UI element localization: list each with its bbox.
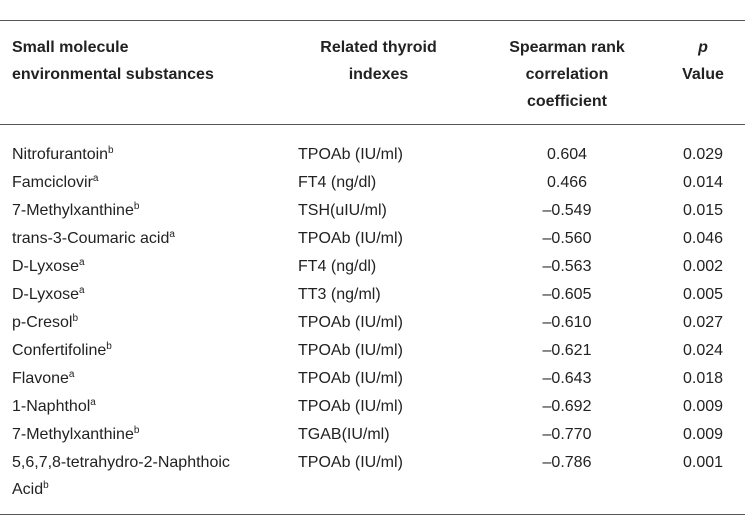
p-value-cell: 0.014: [682, 174, 724, 191]
index-cell: TPOAb (IU/ml): [298, 370, 403, 387]
footnote-mark: a: [169, 229, 175, 240]
index-cell: TT3 (ng/ml): [298, 286, 381, 303]
p-symbol: p: [698, 39, 708, 56]
substance-cell: 1-Naphthola: [12, 393, 232, 420]
header-cell: Spearman rank correlation coefficient: [509, 39, 625, 110]
footnote-mark: b: [108, 145, 114, 156]
p-value-cell: 0.009: [682, 426, 724, 443]
substance-name: 7-Methylxanthine: [12, 202, 134, 219]
substance-cell: 7-Methylxanthineb: [12, 421, 232, 448]
index-cell: TPOAb (IU/ml): [298, 230, 403, 247]
index-cell: TPOAb (IU/ml): [298, 146, 403, 163]
index-cell: FT4 (ng/dl): [298, 174, 377, 191]
coefficient-cell: –0.610: [542, 314, 592, 331]
substance-name: p-Cresol: [12, 314, 73, 331]
substance-cell: Flavonea: [12, 365, 232, 392]
index-cell: TPOAb (IU/ml): [298, 342, 403, 359]
p-value-cell: 0.002: [682, 258, 724, 275]
p-value-cell: 0.005: [682, 286, 724, 303]
p-value-cell: 0.027: [682, 314, 724, 331]
substance-cell: Famciclovira: [12, 169, 232, 196]
substance-name: Flavone: [12, 370, 69, 387]
header-rule: [0, 124, 745, 125]
coefficient-cell: –0.770: [542, 426, 592, 443]
coefficient-cell: –0.621: [542, 342, 592, 359]
coefficient-cell: –0.786: [542, 454, 592, 471]
substance-name: trans-3-Coumaric acid: [12, 230, 170, 247]
index-cell: TSH(uIU/ml): [298, 202, 387, 219]
footnote-mark: a: [78, 257, 85, 268]
header-cell: Related thyroid indexes: [320, 39, 437, 83]
substance-name: D-Lyxose: [12, 258, 79, 275]
p-label: Value: [682, 66, 724, 83]
footnote-mark: b: [133, 425, 140, 436]
p-value-cell: 0.046: [682, 230, 724, 247]
substance-name: Famciclovir: [12, 174, 93, 191]
substance-name: Nitrofurantoin: [12, 146, 109, 163]
p-value-cell: 0.009: [682, 398, 724, 415]
p-value-cell: 0.024: [682, 342, 724, 359]
footnote-mark: b: [106, 341, 112, 352]
footnote-mark: b: [133, 201, 140, 212]
coefficient-cell: –0.549: [542, 202, 592, 219]
p-value-cell: 0.015: [682, 202, 724, 219]
p-value-cell: 0.029: [682, 146, 724, 163]
substance-cell: p-Cresolb: [12, 309, 232, 336]
index-cell: TPOAb (IU/ml): [298, 398, 403, 415]
bottom-rule: [0, 514, 745, 515]
p-value-cell: 0.018: [682, 370, 724, 387]
substance-cell: Confertifolineb: [12, 337, 232, 364]
coefficient-cell: –0.692: [542, 398, 592, 415]
substance-cell: 7-Methylxanthineb: [12, 197, 232, 224]
index-cell: TPOAb (IU/ml): [298, 314, 403, 331]
coefficient-cell: –0.643: [542, 370, 592, 387]
substance-name: 7-Methylxanthine: [12, 426, 134, 443]
substance-cell: 5,6,7,8-tetrahydro-2-Naphthoic Acidb: [12, 449, 232, 503]
index-cell: TPOAb (IU/ml): [298, 454, 403, 471]
substance-cell: D-Lyxosea: [12, 253, 232, 280]
index-cell: FT4 (ng/dl): [298, 258, 377, 275]
coefficient-cell: –0.560: [542, 230, 592, 247]
coefficient-cell: –0.563: [542, 258, 592, 275]
substance-name: Confertifoline: [12, 342, 107, 359]
footnote-mark: b: [72, 313, 79, 324]
substance-cell: trans-3-Coumaric acida: [12, 225, 232, 252]
substance-cell: D-Lyxosea: [12, 281, 232, 308]
footnote-mark: b: [43, 480, 49, 491]
substance-name: 5,6,7,8-tetrahydro-2-Naphthoic Acid: [12, 454, 230, 498]
footnote-mark: a: [92, 173, 99, 184]
coefficient-cell: –0.605: [542, 286, 592, 303]
header-cell: Small molecule environmental substances: [12, 39, 214, 83]
top-rule: [0, 20, 745, 21]
p-value-cell: 0.001: [682, 454, 724, 471]
coefficient-cell: 0.604: [546, 146, 588, 163]
footnote-mark: a: [78, 285, 85, 296]
index-cell: TGAB(IU/ml): [298, 426, 390, 443]
substance-cell: Nitrofurantoinb: [12, 141, 232, 168]
footnote-mark: a: [90, 397, 96, 408]
substance-name: 1-Naphthol: [12, 398, 91, 415]
footnote-mark: a: [68, 369, 75, 380]
header-cell: p Value: [673, 34, 733, 88]
coefficient-cell: 0.466: [546, 174, 588, 191]
substance-name: D-Lyxose: [12, 286, 79, 303]
